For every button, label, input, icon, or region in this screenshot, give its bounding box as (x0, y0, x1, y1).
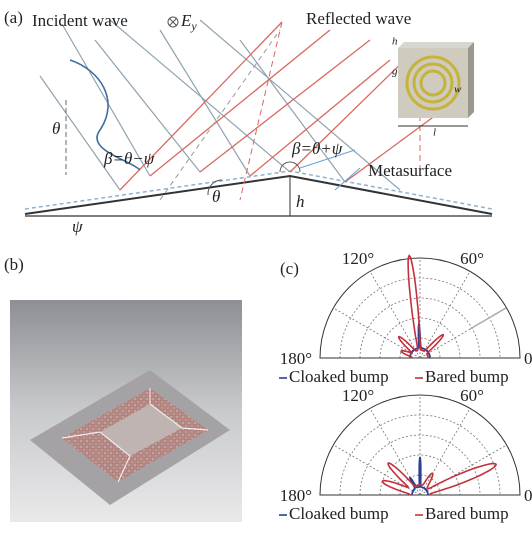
angle-tick-label: 60° (460, 249, 484, 268)
legend-label: Bared bump (425, 367, 509, 386)
angle-label: θ (52, 119, 60, 138)
angle-tick-label: 0 (524, 486, 532, 505)
grid-radial (333, 308, 420, 358)
inset-label: h (392, 36, 398, 48)
angle-tick-label: 120° (342, 386, 374, 405)
incident-wave-label: Incident wave (32, 11, 128, 30)
angle-label: θ (212, 187, 220, 206)
angle-label: ψ (72, 217, 83, 236)
angle-tick-label: 0 (524, 349, 532, 368)
field-label: Ey (180, 11, 197, 33)
angle-tick-label: 180° (280, 486, 312, 505)
angle-tick-label: 120° (342, 249, 374, 268)
panel-a-drawing (25, 17, 492, 216)
grid-radial (420, 445, 507, 495)
figure: (a) Incident wave Ey Reflected wave Meta… (0, 0, 532, 535)
grid-radial (420, 271, 470, 358)
polar-plots: 120° 60° 180° 0 Cloaked bump Bared bump 120° 60… (279, 249, 532, 523)
angle-label: β=θ+ψ (291, 139, 343, 158)
angle-tick-label: 60° (460, 386, 484, 405)
angle-tick-label: 180° (280, 349, 312, 368)
panel-label: (a) (4, 8, 23, 27)
metasurface-label: Metasurface (368, 161, 452, 180)
reference-line (470, 308, 506, 329)
field-symbol: E (180, 11, 192, 30)
height-label: h (296, 192, 305, 211)
legend-label: Bared bump (425, 504, 509, 523)
inset-label: l (433, 127, 436, 139)
angle-label: β=θ−ψ (103, 149, 155, 168)
reflected-wave-label: Reflected wave (306, 9, 411, 28)
inset-label: g (392, 66, 398, 78)
inset-label: w (454, 84, 462, 96)
photo (10, 300, 242, 522)
pattern-curve (382, 463, 496, 495)
legend-label: Cloaked bump (289, 367, 389, 386)
legend-label: Cloaked bump (289, 504, 389, 523)
panel-label: (b) (4, 255, 24, 274)
panel-label: (c) (280, 259, 299, 278)
field-subscript: y (190, 19, 197, 33)
